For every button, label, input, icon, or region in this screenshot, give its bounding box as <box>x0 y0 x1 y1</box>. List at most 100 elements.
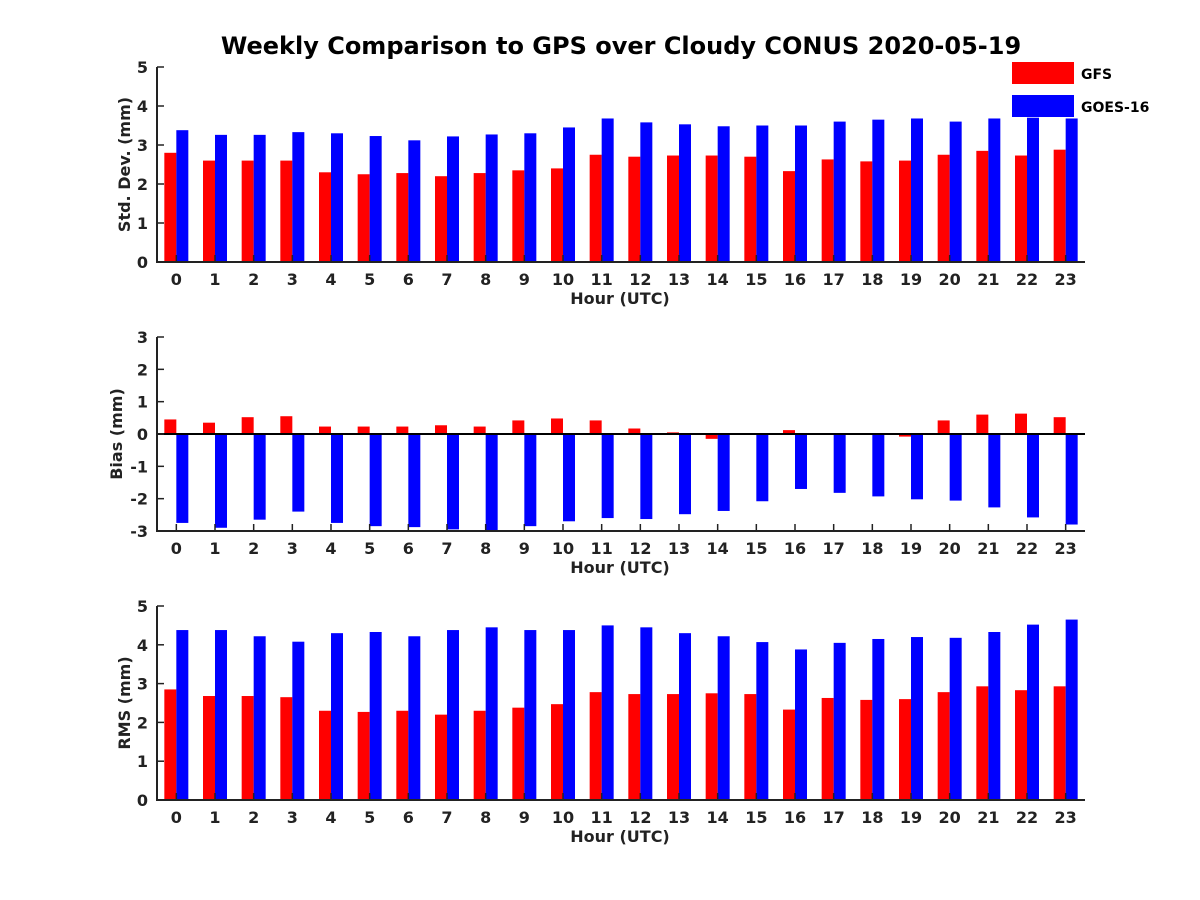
bias-xtick-label: 21 <box>977 539 999 558</box>
rms-bar-gfs-23 <box>1053 686 1066 800</box>
std-dev-bar-gfs-5 <box>357 174 370 262</box>
std-dev-bar-goes16-21 <box>988 118 1001 262</box>
std-dev-bar-gfs-10 <box>551 168 563 262</box>
std-dev-xtick-label: 1 <box>209 270 220 289</box>
bias-xtick-label: 9 <box>519 539 530 558</box>
rms-bar-goes16-6 <box>408 636 421 800</box>
std-dev-bar-gfs-9 <box>512 170 525 262</box>
std-dev-xtick-label: 23 <box>1055 270 1077 289</box>
legend-swatch-gfs <box>1012 62 1074 84</box>
bias-ytick-label: -3 <box>130 522 148 541</box>
rms-xtick-label: 6 <box>403 808 414 827</box>
legend-label-gfs: GFS <box>1081 67 1112 83</box>
rms-xtick-label: 19 <box>900 808 922 827</box>
std-dev-xtick-label: 20 <box>939 270 961 289</box>
rms-xtick-label: 11 <box>591 808 613 827</box>
std-dev-xtick-label: 7 <box>441 270 452 289</box>
bias-bar-goes16-17 <box>833 434 846 493</box>
std-dev-bar-gfs-1 <box>203 160 215 262</box>
std-dev-bar-gfs-12 <box>628 156 641 262</box>
std-dev-ytick-label: 2 <box>137 175 148 194</box>
bias-bar-gfs-14 <box>705 434 718 439</box>
std-dev-bar-goes16-4 <box>331 133 343 262</box>
rms-xtick-label: 9 <box>519 808 530 827</box>
std-dev-bar-goes16-8 <box>485 134 498 262</box>
rms-bar-goes16-17 <box>833 642 846 800</box>
bias-bar-gfs-12 <box>628 428 641 434</box>
std-dev-xtick-label: 4 <box>325 270 336 289</box>
std-dev-xtick-label: 8 <box>480 270 491 289</box>
std-dev-bar-gfs-20 <box>937 154 950 262</box>
rms-bar-gfs-11 <box>589 692 602 800</box>
bias-bar-goes16-5 <box>369 434 382 527</box>
std-dev-xtick-label: 12 <box>629 270 651 289</box>
rms-bar-gfs-2 <box>241 696 254 800</box>
rms-xtick-label: 7 <box>441 808 452 827</box>
std-dev-bar-goes16-19 <box>911 118 923 262</box>
std-dev-xtick-label: 15 <box>745 270 767 289</box>
bias-bar-goes16-13 <box>679 434 691 515</box>
bias-xtick-label: 15 <box>745 539 767 558</box>
std-dev-bar-gfs-18 <box>860 161 873 262</box>
std-dev-bar-goes16-6 <box>408 140 421 262</box>
rms-xtick-label: 10 <box>552 808 574 827</box>
bias-xtick-label: 20 <box>939 539 961 558</box>
bias-xtick-label: 17 <box>823 539 845 558</box>
legend-swatch-goes16 <box>1012 95 1074 117</box>
bias-ytick-label: 1 <box>137 393 148 412</box>
rms-bar-goes16-20 <box>949 637 962 800</box>
rms-xtick-label: 1 <box>209 808 220 827</box>
bias-xtick-label: 8 <box>480 539 491 558</box>
rms-bar-goes16-2 <box>253 636 266 800</box>
rms-bar-goes16-5 <box>369 632 382 800</box>
bias-bar-goes16-20 <box>949 434 962 501</box>
std-dev-xtick-label: 17 <box>823 270 845 289</box>
std-dev-bar-gfs-11 <box>589 154 602 262</box>
std-dev-xtick-label: 21 <box>977 270 999 289</box>
std-dev-bar-goes16-22 <box>1027 117 1039 262</box>
std-dev-xtick-label: 22 <box>1016 270 1038 289</box>
std-dev-bar-goes16-18 <box>872 119 885 263</box>
rms-bar-goes16-22 <box>1027 624 1039 800</box>
bias-bar-goes16-18 <box>872 434 885 497</box>
rms-ytick-label: 0 <box>137 791 148 810</box>
bias-bar-goes16-11 <box>601 434 614 519</box>
rms-bar-goes16-8 <box>485 627 498 800</box>
std-dev-xtick-label: 2 <box>248 270 259 289</box>
std-dev-bar-goes16-17 <box>833 121 846 262</box>
bias-ytick-label: 2 <box>137 360 148 379</box>
rms-bar-gfs-7 <box>435 714 447 800</box>
bias-xtick-label: 18 <box>861 539 883 558</box>
bias-bar-goes16-14 <box>717 434 730 511</box>
rms-bar-goes16-12 <box>640 627 653 800</box>
rms-bar-gfs-20 <box>937 692 950 800</box>
rms-bar-goes16-23 <box>1065 619 1078 800</box>
std-dev-xlabel: Hour (UTC) <box>570 289 670 308</box>
bias-xtick-label: 2 <box>248 539 259 558</box>
rms-bar-goes16-18 <box>872 638 885 800</box>
rms-xtick-label: 20 <box>939 808 961 827</box>
std-dev-bar-goes16-10 <box>563 127 575 262</box>
std-dev-ytick-label: 4 <box>137 97 148 116</box>
std-dev-bar-goes16-3 <box>292 132 305 262</box>
rms-bar-goes16-11 <box>601 625 614 800</box>
bias-ytick-label: 3 <box>137 328 148 347</box>
rms-bar-goes16-3 <box>292 641 305 800</box>
rms-bar-goes16-21 <box>988 632 1001 800</box>
std-dev-xtick-label: 9 <box>519 270 530 289</box>
bias-bar-goes16-15 <box>756 434 769 502</box>
std-dev-bar-gfs-2 <box>241 160 254 262</box>
rms-xtick-label: 4 <box>325 808 336 827</box>
rms-xtick-label: 17 <box>823 808 845 827</box>
bias-bar-gfs-6 <box>396 426 409 434</box>
std-dev-bar-gfs-6 <box>396 173 409 262</box>
chart-title: Weekly Comparison to GPS over Cloudy CON… <box>221 32 1021 60</box>
bias-bar-gfs-21 <box>976 414 989 434</box>
std-dev-xtick-label: 16 <box>784 270 806 289</box>
rms-bar-goes16-10 <box>563 630 575 800</box>
rms-xtick-label: 0 <box>171 808 182 827</box>
bias-bar-gfs-19 <box>899 434 911 437</box>
